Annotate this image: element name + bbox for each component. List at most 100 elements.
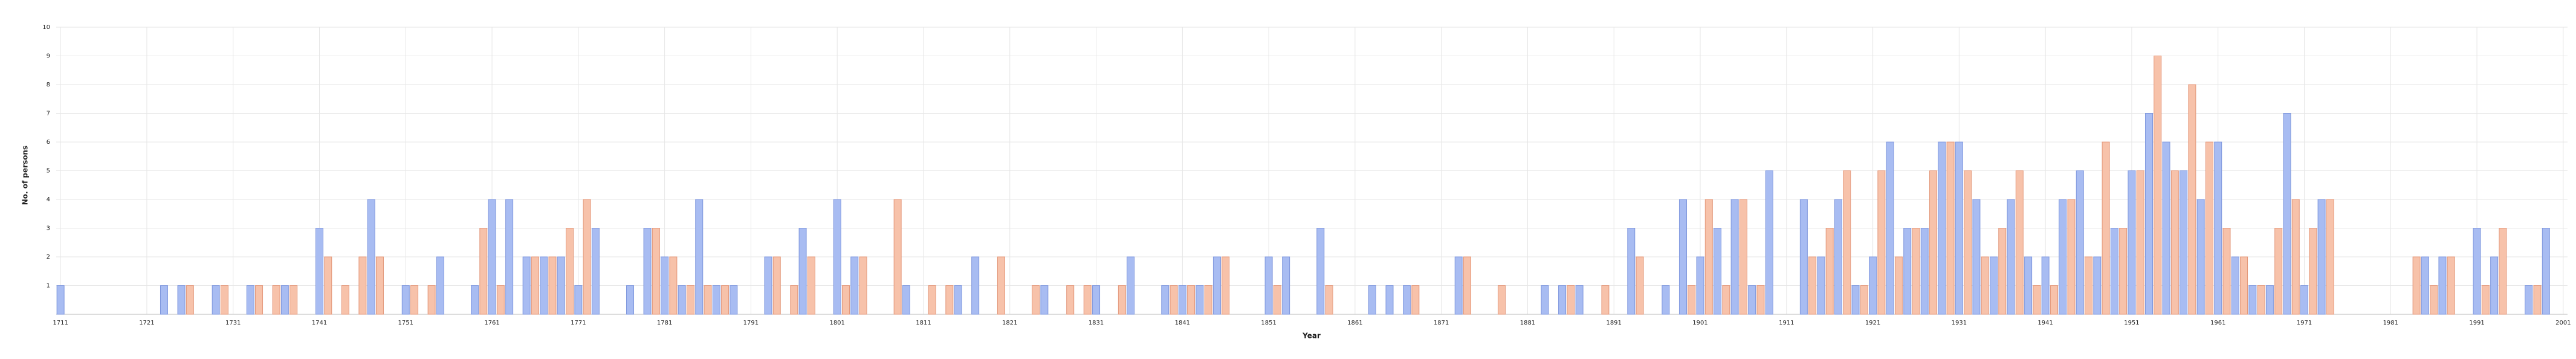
bar: [2309, 228, 2317, 315]
bar: [928, 285, 936, 315]
bar: [1368, 285, 1376, 315]
bar: [496, 285, 505, 315]
bar: [1264, 256, 1273, 315]
bar: [522, 256, 531, 315]
bar: [1196, 285, 1204, 315]
x-tick-label: 1751: [398, 320, 413, 326]
bar: [1843, 170, 1851, 315]
bar: [1212, 256, 1221, 315]
bar: [850, 256, 859, 315]
bar: [2145, 113, 2153, 315]
bar: [471, 285, 479, 315]
bar: [488, 199, 496, 315]
bar: [712, 285, 720, 315]
bar: [1273, 285, 1281, 315]
x-tick-label: 2001: [2555, 320, 2571, 326]
bar: [2222, 228, 2231, 315]
x-tick-label: 1941: [2037, 320, 2053, 326]
bar: [954, 285, 962, 315]
bar: [1636, 256, 1644, 315]
bar: [531, 256, 539, 315]
bar: [1127, 256, 1135, 315]
bar: [1463, 256, 1472, 315]
x-tick-label: 1901: [1692, 320, 1707, 326]
bar: [2076, 170, 2084, 315]
bar: [1662, 285, 1670, 315]
bar: [1567, 285, 1575, 315]
bar: [798, 228, 807, 315]
x-tick-label: 1731: [225, 320, 241, 326]
bar: [56, 285, 65, 315]
bar: [1730, 199, 1739, 315]
bar: [2326, 199, 2334, 315]
bar: [772, 256, 781, 315]
bar: [686, 285, 694, 315]
bar: [1704, 199, 1713, 315]
bar: [2085, 256, 2093, 315]
bar: [557, 256, 565, 315]
bar: [246, 285, 254, 315]
bar: [1825, 228, 1834, 315]
bar: [626, 285, 635, 315]
bar: [1765, 170, 1773, 315]
bar: [2447, 256, 2455, 315]
bar: [2050, 285, 2058, 315]
bar: [272, 285, 280, 315]
bar: [401, 285, 410, 315]
bar: [2430, 285, 2438, 315]
y-tick-label: 7: [47, 111, 50, 117]
bar: [2542, 228, 2550, 315]
bar: [583, 199, 591, 315]
y-tick-label: 10: [42, 24, 50, 31]
y-tick-label: 5: [47, 168, 50, 175]
bar: [1601, 285, 1610, 315]
bar: [2412, 256, 2421, 315]
bar: [2015, 170, 2024, 315]
x-tick-label: 1921: [1865, 320, 1880, 326]
bar: [1714, 228, 1722, 315]
bar: [2240, 256, 2248, 315]
bar: [1817, 256, 1825, 315]
y-tick-label: 1: [47, 283, 50, 289]
bar: [1989, 256, 1998, 315]
bar: [1092, 285, 1101, 315]
x-tick-label: 1741: [312, 320, 327, 326]
bar: [2119, 228, 2128, 315]
bar: [2180, 170, 2188, 315]
bar: [652, 228, 660, 315]
bar: [1411, 285, 1420, 315]
bar: [1851, 285, 1860, 315]
bar: [2499, 228, 2507, 315]
bar: [2205, 141, 2213, 315]
x-tick-label: 1961: [2210, 320, 2225, 326]
bar: [2274, 228, 2283, 315]
y-tick-label: 2: [47, 254, 50, 260]
bar: [358, 256, 367, 315]
bar: [2059, 199, 2067, 315]
bar: [1894, 256, 1903, 315]
bar: [1083, 285, 1092, 315]
bar: [2473, 228, 2481, 315]
bar: [2248, 285, 2257, 315]
y-tick-label: 4: [47, 196, 50, 203]
bar: [1161, 285, 1170, 315]
bar: [367, 199, 375, 315]
bar: [2162, 141, 2170, 315]
bar: [1929, 170, 1938, 315]
bar: [2533, 285, 2542, 315]
y-tick-label: 9: [47, 53, 50, 60]
x-tick-label: 1981: [2383, 320, 2398, 326]
bar: [1170, 285, 1178, 315]
bar: [290, 285, 298, 315]
bar: [2188, 84, 2196, 315]
bar: [1886, 141, 1894, 315]
bar: [2300, 285, 2309, 315]
bar: [2033, 285, 2041, 315]
bar: [1912, 228, 1920, 315]
x-tick-label: 1951: [2124, 320, 2139, 326]
bar: [2214, 141, 2222, 315]
x-tick-label: 1781: [657, 320, 672, 326]
bar: [2170, 170, 2179, 315]
bar: [997, 256, 1005, 315]
